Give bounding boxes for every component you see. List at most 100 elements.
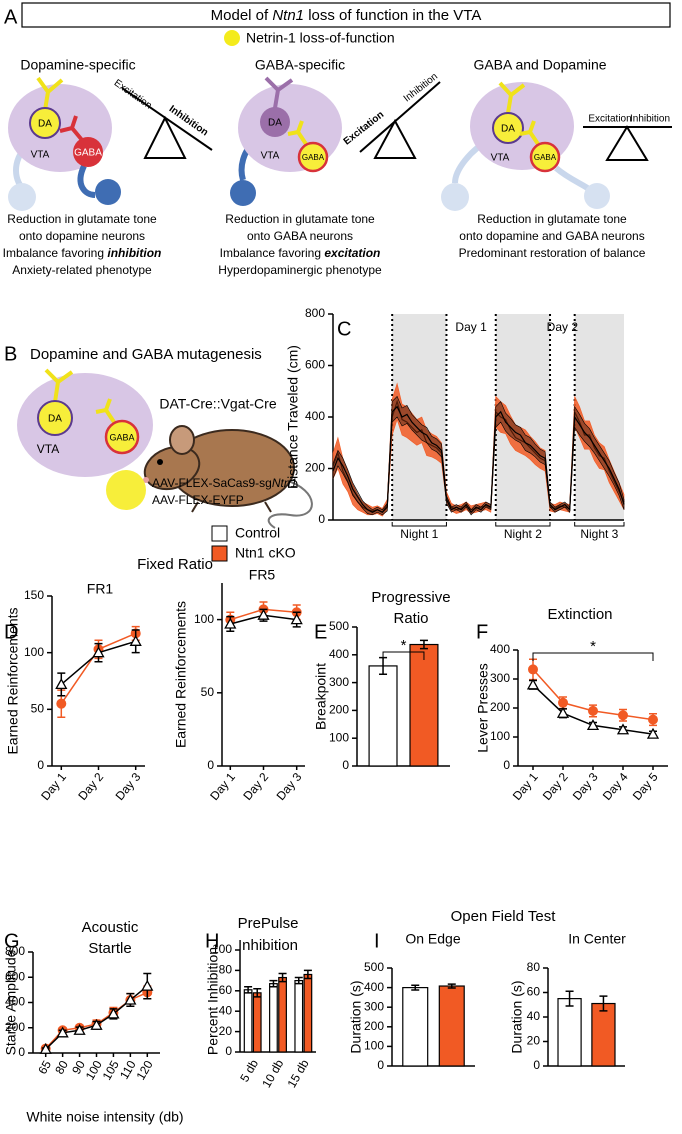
y-axis-label: Earned Reinforcements	[173, 601, 189, 748]
mouse-ear	[169, 425, 195, 455]
period-label: Night 1	[400, 527, 438, 541]
seesaw-label: Excitation	[112, 78, 154, 112]
gaba-label: GABA	[74, 148, 102, 159]
bar	[409, 643, 439, 767]
marker	[92, 646, 105, 658]
caption-part: Imbalance favoring	[3, 246, 108, 260]
panel-label: E	[314, 621, 327, 643]
bar	[368, 665, 398, 767]
y-tick-label: 600	[5, 969, 25, 983]
title-box	[21, 2, 671, 28]
error-bar	[253, 988, 262, 998]
y-tick-label: 40	[527, 1009, 541, 1023]
chart-title: Extinction	[547, 606, 612, 623]
y-axis-label: Duration (s)	[509, 980, 525, 1053]
neuron	[230, 180, 256, 206]
period-bracket	[495, 522, 551, 527]
x-tick-label: Day 5	[630, 770, 661, 803]
caption: Reduction in glutamate tone	[7, 212, 157, 226]
caption-part: excitation	[324, 246, 380, 260]
bar	[402, 986, 429, 1067]
y-tick-label: 200	[329, 703, 349, 717]
marker	[586, 719, 600, 731]
x-tick-label: Day 2	[75, 770, 106, 803]
error-bar	[599, 995, 608, 1012]
chart: G Acoustic Startle Startle Amplitude White n…	[3, 919, 184, 1125]
y-tick-label: 150	[24, 588, 44, 602]
y-tick-label: 80	[527, 960, 541, 974]
bar	[294, 979, 304, 1053]
fulcrum	[605, 125, 649, 161]
day-label: Day 1	[455, 320, 487, 334]
mouse-eye	[157, 459, 163, 465]
panel-label: D	[4, 621, 18, 643]
chart-subtitle: FR5	[249, 567, 276, 583]
significance-bracket	[382, 651, 425, 660]
y-tick-label: 200	[490, 700, 510, 714]
x-tick-label: Day 1	[510, 770, 541, 803]
panel-label: I	[374, 930, 380, 952]
marker	[556, 706, 570, 718]
panel-b: B Dopamine and GABA mutagenesis DA VTA G…	[4, 343, 313, 529]
mouse-feet	[191, 501, 272, 513]
day-label: Day 2	[547, 320, 579, 334]
error-bar	[278, 972, 287, 983]
y-tick-label: 500	[329, 619, 349, 633]
marker	[73, 1023, 86, 1035]
period-label: Night 2	[504, 527, 542, 541]
panel-label: A	[4, 6, 18, 28]
marker	[55, 678, 68, 690]
error-bar	[447, 983, 456, 989]
x-tick-label: Day 2	[240, 770, 271, 803]
seesaw	[359, 81, 441, 153]
y-tick-label: 200	[364, 1019, 384, 1033]
y-tick-label: 50	[201, 685, 215, 699]
legend-label: Control	[235, 525, 280, 541]
y-tick-label: 200	[305, 461, 325, 475]
da-neuron	[260, 107, 290, 137]
marker	[558, 697, 568, 708]
da-label: DA	[268, 118, 282, 129]
chart-subtitle: In Center	[568, 931, 626, 947]
chart-subtitle: FR1	[87, 581, 114, 597]
y-axis-label: Percent Inhibition	[205, 947, 221, 1055]
title-part: Ntn1	[272, 7, 304, 24]
y-tick-label: 50	[31, 702, 45, 716]
title-part: Model of	[211, 7, 273, 24]
gaba-neuron	[297, 141, 329, 173]
panel-label: B	[4, 343, 17, 365]
fulcrum	[373, 118, 417, 159]
x-axis-label: White noise intensity (db)	[26, 1109, 183, 1125]
period-label: Night 3	[580, 527, 618, 541]
bar	[269, 983, 278, 1053]
y-tick-label: 300	[490, 671, 510, 685]
y-tick-label: 400	[490, 642, 510, 656]
mouse-tail	[267, 479, 313, 529]
error-bar	[244, 985, 253, 994]
caption: Imbalance favoring excitation	[220, 246, 381, 260]
da-label: DA	[38, 119, 52, 130]
marker	[616, 723, 630, 735]
neuron	[95, 179, 121, 205]
column-heading: Dopamine-specific	[20, 57, 135, 73]
marker	[56, 698, 67, 709]
virus-label: AAV-FLEX-EYFP	[152, 493, 244, 507]
marker	[257, 608, 270, 620]
series-line	[332, 405, 625, 514]
marker	[90, 1018, 103, 1030]
panel-label: G	[4, 930, 20, 952]
dendrite	[498, 81, 526, 114]
chart-title: Acoustic	[82, 919, 139, 936]
error-bar	[303, 969, 312, 980]
caption: Anxiety-related phenotype	[12, 263, 152, 277]
y-tick-label: 0	[225, 1044, 232, 1058]
da-neuron	[37, 400, 73, 436]
neuron	[584, 183, 610, 209]
y-tick-label: 500	[364, 960, 384, 974]
dendrite	[287, 120, 308, 146]
vta-label: VTA	[491, 153, 510, 164]
x-tick-label: Day 3	[113, 770, 144, 803]
y-axis-label: Earned Reinforcements	[5, 607, 21, 754]
chart: F Extinction Lever Presses 0 100 200 300 400 Day…	[475, 606, 668, 803]
chart-title: Ratio	[393, 610, 428, 627]
